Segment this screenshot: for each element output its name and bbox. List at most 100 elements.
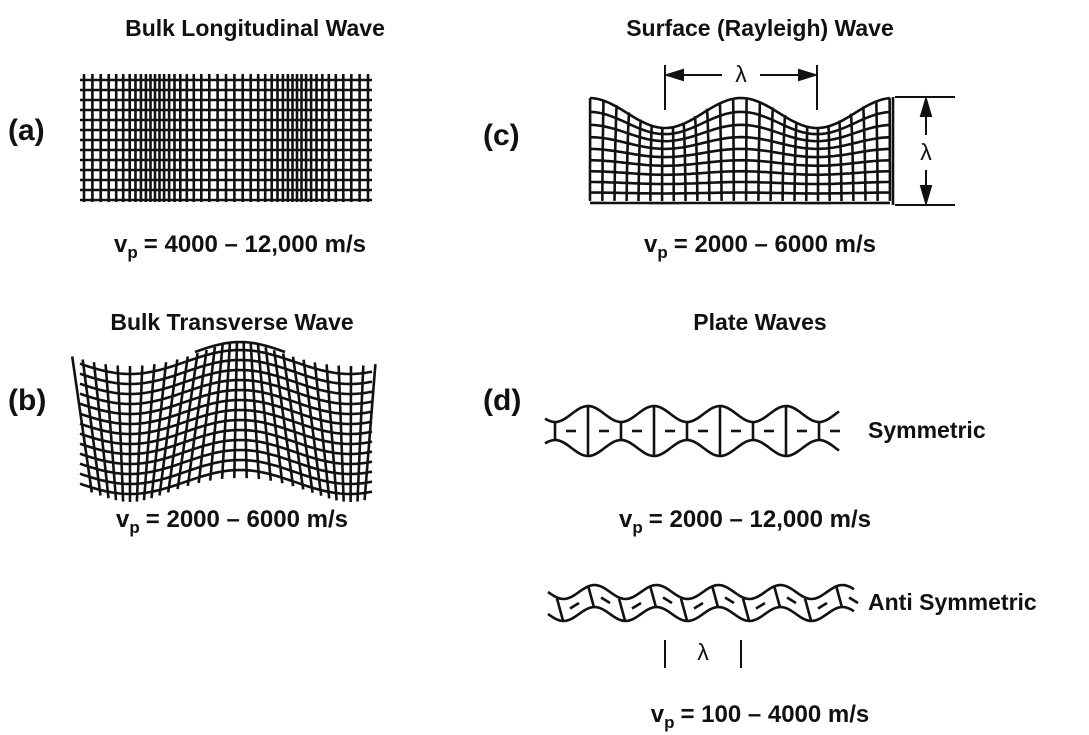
grid-line <box>649 125 653 202</box>
plate-line <box>693 601 704 610</box>
panel-label: (c) <box>483 119 520 152</box>
grid-line <box>590 180 890 186</box>
grid-line <box>79 438 373 466</box>
grid-line <box>272 350 295 487</box>
grid-line <box>313 362 331 499</box>
grid-line <box>356 365 365 502</box>
grid-line <box>281 353 305 490</box>
plate-line <box>755 601 766 610</box>
grid-line <box>104 364 118 501</box>
depth-marker: λ <box>920 139 932 165</box>
velocity-symbol: v <box>619 506 633 533</box>
grid-line <box>804 126 809 202</box>
grid-line <box>264 347 284 484</box>
grid-line <box>176 352 199 490</box>
grid-line <box>337 365 345 502</box>
grid-line <box>116 365 125 502</box>
grid-line <box>79 358 373 386</box>
arrow-head <box>663 68 819 82</box>
grid-line <box>256 344 273 481</box>
velocity-subscript: p <box>657 243 667 262</box>
markers <box>663 65 955 668</box>
grid-line <box>718 102 723 201</box>
grid-line <box>135 365 144 502</box>
panel-title: Plate Waves <box>693 309 826 335</box>
plate-edge <box>547 605 855 623</box>
grid-line <box>589 169 890 177</box>
grid-line <box>589 147 891 159</box>
grid-line <box>671 126 676 202</box>
velocity-range: = 2000 – 6000 m/s <box>674 231 876 258</box>
panel-title: Bulk Transverse Wave <box>110 309 353 335</box>
grid-line <box>589 135 891 151</box>
velocity: vp = 2000 – 12,000 m/s <box>619 506 871 537</box>
grid-line <box>79 378 373 406</box>
plate-line <box>772 585 782 608</box>
grid-line <box>92 362 110 499</box>
velocity-symbol: v <box>651 701 665 728</box>
plate-line <box>631 601 642 610</box>
plate-line <box>710 585 720 608</box>
velocity-range: = 100 – 4000 m/s <box>680 701 869 728</box>
plate-line <box>617 598 627 621</box>
grid-line <box>875 100 879 201</box>
plate-line <box>679 598 689 621</box>
grid-line <box>302 359 323 496</box>
grid-line <box>589 110 891 136</box>
grid-line <box>849 113 855 202</box>
plate-line <box>662 596 673 605</box>
grid-line <box>158 359 179 496</box>
wavelength-marker: λ <box>735 61 747 87</box>
plate-line <box>586 585 596 608</box>
velocity-subscript: p <box>632 518 642 537</box>
velocity-range: = 4000 – 12,000 m/s <box>144 231 366 258</box>
grid-line <box>862 106 867 201</box>
mode-name: Symmetric <box>868 417 986 443</box>
grid-line <box>291 356 314 493</box>
plate-line <box>648 585 658 608</box>
grid-line <box>220 342 232 479</box>
plate-line <box>848 596 859 605</box>
velocity-subscript: p <box>129 518 139 537</box>
grid-line <box>637 119 642 202</box>
velocity-subscript: p <box>127 243 137 262</box>
grid-line <box>208 344 224 481</box>
grid-line <box>242 342 248 479</box>
grid-line <box>70 356 94 493</box>
wavelength-marker: λ <box>697 639 709 665</box>
plate-edge <box>547 583 855 601</box>
grid-line <box>166 356 190 493</box>
grid-line <box>197 346 217 484</box>
grid-line <box>363 363 377 501</box>
velocity-symbol: v <box>114 231 128 258</box>
grid-line <box>757 101 762 201</box>
grid-line <box>838 120 843 202</box>
plate-line <box>803 598 813 621</box>
grid-line <box>769 107 775 202</box>
plate-line <box>555 598 565 621</box>
grid-line <box>325 364 338 501</box>
grid-line <box>682 122 687 202</box>
arrow-head <box>919 95 933 207</box>
plate-line <box>786 596 797 605</box>
velocity-range: = 2000 – 6000 m/s <box>146 506 348 533</box>
plate-line <box>600 596 611 605</box>
grid-line <box>233 342 239 479</box>
panel-label: (d) <box>483 384 521 417</box>
grid-line <box>79 348 373 376</box>
grid-line <box>613 105 618 201</box>
panel-label: (a) <box>8 114 45 147</box>
grid-line <box>601 100 605 201</box>
velocity: vp = 100 – 4000 m/s <box>651 701 870 732</box>
velocity-symbol: v <box>644 231 658 258</box>
grid-line <box>186 349 208 487</box>
velocity: vp = 2000 – 6000 m/s <box>116 506 348 537</box>
velocity-symbol: v <box>116 506 130 533</box>
plate-line <box>724 596 735 605</box>
mode-name: Anti Symmetric <box>868 589 1037 615</box>
grid-line <box>249 343 261 480</box>
grid-line <box>731 98 736 201</box>
plate-line <box>569 601 580 610</box>
plate-line <box>817 601 828 610</box>
